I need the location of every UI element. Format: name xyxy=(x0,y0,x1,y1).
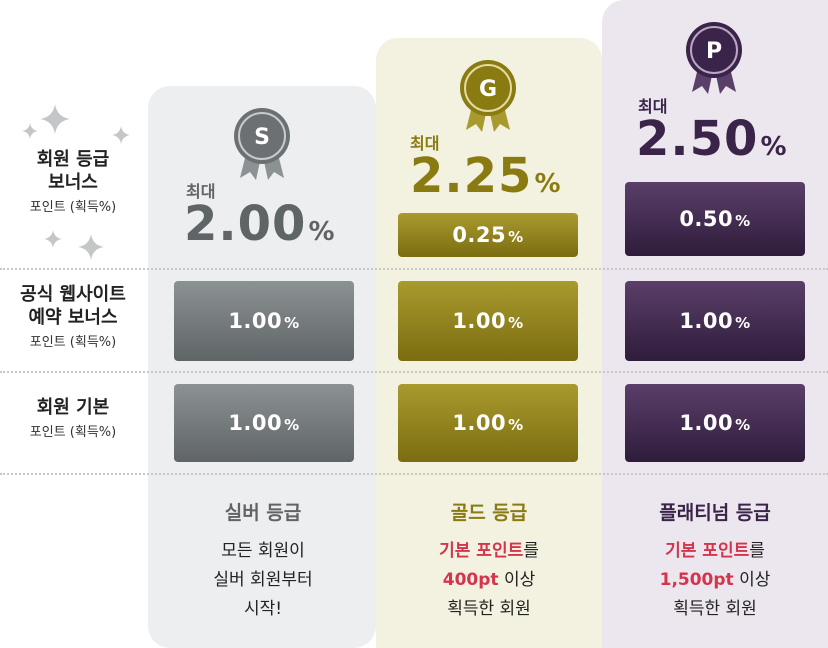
silver-tier-desc: 모든 회원이 실버 회원부터 시작! xyxy=(150,537,376,624)
platinum-web-bonus-value: 1.00 xyxy=(679,309,734,333)
silver-web-bonus-value: 1.00 xyxy=(228,309,283,333)
row-divider xyxy=(0,473,828,475)
row-label-title: 회원 등급 xyxy=(36,149,110,170)
sparkle-icon xyxy=(112,126,130,148)
silver-badge-icon: S xyxy=(212,106,312,186)
silver-max-number: 2.00 xyxy=(184,196,307,252)
gold-grade-bonus-bar: 0.25% xyxy=(398,213,578,257)
percent-unit: % xyxy=(735,314,751,332)
desc-line: 시작! xyxy=(243,599,283,619)
platinum-tier-desc: 기본 포인트를 1,500pt 이상 획득한 회원 xyxy=(602,537,828,624)
percent-unit: % xyxy=(284,314,300,332)
platinum-tier-name: 플래티넘 등급 xyxy=(659,502,771,524)
silver-badge-letter: S xyxy=(254,125,270,150)
percent-unit: % xyxy=(508,314,524,332)
gold-badge-letter: G xyxy=(479,77,497,102)
desc-text: 이상 xyxy=(498,570,536,590)
platinum-web-bonus-bar: 1.00% xyxy=(625,281,805,361)
desc-line: 실버 회원부터 xyxy=(213,570,313,590)
platinum-max-unit: % xyxy=(760,132,788,162)
percent-unit: % xyxy=(735,416,751,434)
row-label-web-bonus: 공식 웹사이트 예약 보너스 포인트 (획득%) xyxy=(0,283,146,353)
desc-line: 모든 회원이 xyxy=(221,541,305,561)
desc-line: 획득한 회원 xyxy=(447,599,531,619)
row-divider xyxy=(0,371,828,373)
row-label-basic: 회원 기본 포인트 (획득%) xyxy=(0,396,146,443)
gold-web-bonus-value: 1.00 xyxy=(452,309,507,333)
platinum-max-number: 2.50 xyxy=(636,111,759,167)
row-label-sub: 포인트 (획득%) xyxy=(29,335,117,350)
gold-tier-name: 골드 등급 xyxy=(450,502,528,524)
row-label-title: 회원 기본 xyxy=(36,397,110,418)
desc-line: 기본 포인트를 xyxy=(376,537,602,566)
platinum-basic-value: 1.00 xyxy=(679,411,734,435)
silver-basic-value: 1.00 xyxy=(228,411,283,435)
desc-highlight: 기본 포인트 xyxy=(439,541,524,561)
platinum-max-prefix: 최대 xyxy=(638,97,668,116)
row-divider xyxy=(0,268,828,270)
row-label-title-2: 보너스 xyxy=(48,172,98,193)
percent-unit: % xyxy=(508,228,524,246)
desc-highlight: 400pt xyxy=(442,570,499,590)
desc-line: 기본 포인트를 xyxy=(602,537,828,566)
gold-web-bonus-bar: 1.00% xyxy=(398,281,578,361)
row-label-sub: 포인트 (획득%) xyxy=(29,425,117,440)
row-label-title-2: 예약 보너스 xyxy=(28,307,118,328)
silver-basic-bar: 1.00% xyxy=(174,384,354,462)
platinum-grade-bonus-value: 0.50 xyxy=(679,207,734,231)
platinum-basic-bar: 1.00% xyxy=(625,384,805,462)
desc-text: 를 xyxy=(749,541,765,561)
percent-unit: % xyxy=(735,212,751,230)
sparkle-icon xyxy=(22,123,38,143)
platinum-max-value: 2.50% xyxy=(636,115,788,163)
row-label-sub: 포인트 (획득%) xyxy=(29,200,117,215)
gold-grade-bonus-value: 0.25 xyxy=(452,223,507,247)
platinum-grade-bonus-bar: 0.50% xyxy=(625,182,805,256)
gold-tier-desc: 기본 포인트를 400pt 이상 획득한 회원 xyxy=(376,537,602,624)
percent-unit: % xyxy=(508,416,524,434)
gold-max-unit: % xyxy=(534,169,562,199)
silver-max-value: 2.00% xyxy=(184,200,336,248)
desc-highlight: 1,500pt xyxy=(659,570,734,590)
desc-text: 를 xyxy=(523,541,539,561)
desc-line: 1,500pt 이상 xyxy=(602,566,828,595)
silver-column-bg xyxy=(148,86,376,648)
gold-basic-bar: 1.00% xyxy=(398,384,578,462)
silver-web-bonus-bar: 1.00% xyxy=(174,281,354,361)
silver-max-prefix: 최대 xyxy=(186,182,216,201)
desc-text: 이상 xyxy=(733,570,771,590)
gold-basic-value: 1.00 xyxy=(452,411,507,435)
desc-highlight: 기본 포인트 xyxy=(665,541,750,561)
desc-line: 400pt 이상 xyxy=(376,566,602,595)
row-label-title: 공식 웹사이트 xyxy=(20,284,126,305)
row-label-grade-bonus: 회원 등급 보너스 포인트 (획득%) xyxy=(0,148,146,218)
percent-unit: % xyxy=(284,416,300,434)
platinum-badge-letter: P xyxy=(706,39,722,64)
sparkle-icon xyxy=(44,230,62,252)
gold-badge-icon: G xyxy=(438,58,538,138)
silver-max-unit: % xyxy=(308,217,336,247)
desc-line: 획득한 회원 xyxy=(673,599,757,619)
gold-max-value: 2.25% xyxy=(410,152,562,200)
gold-max-prefix: 최대 xyxy=(410,134,440,153)
sparkle-icon xyxy=(78,234,104,264)
silver-tier-name: 실버 등급 xyxy=(224,502,302,524)
platinum-badge-icon: P xyxy=(664,20,764,100)
gold-max-number: 2.25 xyxy=(410,148,533,204)
sparkle-icon xyxy=(40,104,70,138)
